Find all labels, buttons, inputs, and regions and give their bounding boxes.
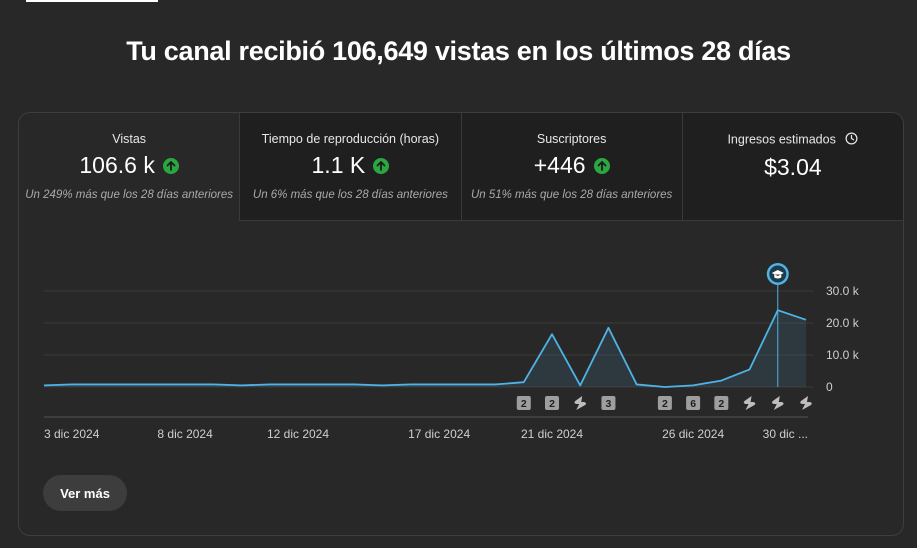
arrow-up-icon xyxy=(373,157,390,174)
arrow-up-icon xyxy=(593,157,610,174)
metric-subscribers[interactable]: Suscriptores +446 Un 51% más que los 28 … xyxy=(461,113,683,221)
x-tick-label: 3 dic 2024 xyxy=(44,427,100,441)
upload-count-label: 2 xyxy=(521,398,527,410)
x-tick-label: 17 dic 2024 xyxy=(408,427,470,441)
shorts-icon xyxy=(743,396,756,410)
see-more-button[interactable]: Ver más xyxy=(43,475,127,511)
metric-value-row: $3.04 xyxy=(683,154,903,181)
upload-count-marker xyxy=(601,396,616,410)
metric-value-row: 1.1 K xyxy=(240,152,460,179)
clock-icon xyxy=(845,132,858,148)
views-area xyxy=(44,310,806,387)
upload-count-label: 3 xyxy=(606,398,612,410)
x-tick-label: 12 dic 2024 xyxy=(267,427,329,441)
upload-count-label: 2 xyxy=(549,398,555,410)
upload-count-marker xyxy=(657,396,672,410)
metric-label: Tiempo de reproducción (horas) xyxy=(261,132,440,146)
views-line xyxy=(43,309,807,388)
upload-count-marker xyxy=(545,396,559,410)
x-tick-label: 8 dic 2024 xyxy=(157,427,213,441)
y-tick-label: 10.0 k xyxy=(826,348,860,362)
x-tick-label: 21 dic 2024 xyxy=(521,427,583,441)
metric-label: Suscriptores xyxy=(536,132,607,146)
metric-value-row: 106.6 k xyxy=(19,152,239,179)
upload-count-marker xyxy=(516,396,531,410)
metric-views[interactable]: Vistas 106.6 k Un 249% más que los 28 dí… xyxy=(19,113,241,221)
metric-value-row: +446 xyxy=(462,152,682,179)
shorts-icon xyxy=(800,396,812,410)
metric-label: Ingresos estimados xyxy=(727,132,836,147)
y-tick-label: 0 xyxy=(826,380,833,394)
upload-count-label: 2 xyxy=(718,398,724,410)
metric-comparison: Un 249% más que los 28 días anteriores xyxy=(25,189,233,201)
analytics-card: Vistas 106.6 k Un 249% más que los 28 dí… xyxy=(18,112,904,536)
arrow-up-icon xyxy=(162,157,179,174)
page-headline: Tu canal recibió 106,649 vistas en los ú… xyxy=(126,36,791,66)
y-tick-label: 30.0 k xyxy=(826,284,860,298)
metric-label: Vistas xyxy=(112,132,147,146)
metric-comparison: Un 51% más que los 28 días anteriores xyxy=(470,189,673,201)
metrics-row: Vistas 106.6 k Un 249% más que los 28 dí… xyxy=(19,113,903,221)
metric-value: 1.1 K xyxy=(311,152,366,178)
upload-count-label: 6 xyxy=(690,398,696,410)
selected-tab-indicator xyxy=(26,0,158,2)
shorts-icon xyxy=(771,396,784,410)
metric-value: 106.6 k xyxy=(79,152,155,178)
y-tick-label: 20.0 k xyxy=(826,316,860,330)
views-chart[interactable]: 30.0 k 20.0 k 10.0 k 0 2 2 3 2 6 2 3 dic 2024 8 dic… xyxy=(19,253,903,453)
x-tick-label: 26 dic 2024 xyxy=(662,427,724,441)
metric-value: +446 xyxy=(533,152,586,178)
upload-count-label: 2 xyxy=(662,398,668,410)
metric-watch-time[interactable]: Tiempo de reproducción (horas) 1.1 K Un … xyxy=(240,113,462,221)
metric-label-row: Ingresos estimados xyxy=(683,132,903,148)
metric-value: $3.04 xyxy=(764,154,822,180)
metric-comparison: Un 6% más que los 28 días anteriores xyxy=(252,189,448,201)
upload-count-marker xyxy=(714,396,729,410)
x-tick-label: 30 dic ... xyxy=(763,427,808,441)
upload-count-marker xyxy=(686,396,701,410)
shorts-icon xyxy=(574,396,587,410)
graduation-cap-icon xyxy=(771,270,784,279)
metric-revenue[interactable]: Ingresos estimados $3.04 xyxy=(682,113,903,221)
